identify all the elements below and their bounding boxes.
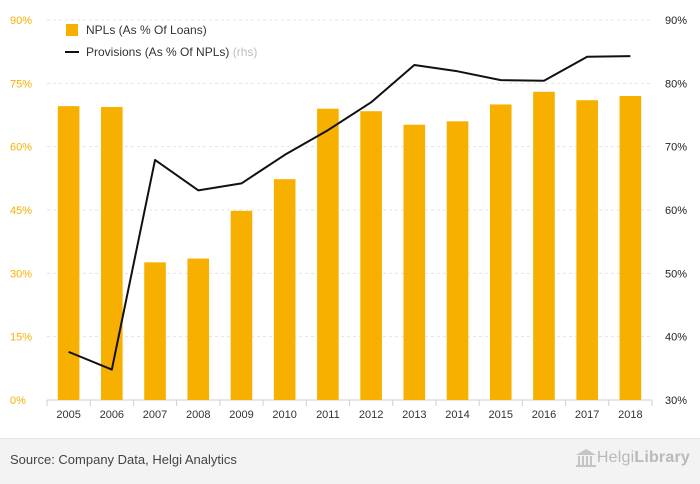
- x-tick-label: 2006: [100, 409, 124, 421]
- bar-npl: [317, 108, 339, 401]
- bar-npl: [144, 262, 166, 400]
- y-right-tick-label: 70%: [665, 142, 687, 154]
- y-right-tick-label: 50%: [665, 268, 687, 280]
- x-tick-label: 2007: [143, 409, 167, 421]
- x-tick-label: 2015: [489, 409, 513, 421]
- x-tick-label: 2009: [229, 409, 253, 421]
- y-right-tick-label: 90%: [665, 15, 687, 27]
- library-building-icon: [575, 449, 596, 467]
- x-tick-label: 2005: [56, 409, 80, 421]
- legend-label-provisions: Provisions (As % Of NPLs) (rhs): [86, 45, 257, 59]
- y-right-tick-label: 30%: [665, 395, 687, 407]
- y-left-tick-label: 75%: [10, 78, 32, 90]
- y-right-tick-label: 40%: [665, 332, 687, 344]
- x-tick-label: 2014: [445, 409, 469, 421]
- bar-npl: [489, 104, 512, 400]
- combo-chart: 0% 15% 30% 45% 60% 75% 90% 30% 40% 50% 60% 70% 80% 90…: [10, 15, 687, 421]
- bar-npl: [273, 179, 296, 400]
- y-left-tick-label: 15%: [10, 332, 32, 344]
- x-tick-label: 2016: [532, 409, 556, 421]
- line-provisions: [68, 55, 631, 371]
- bar-npl: [403, 124, 426, 400]
- bar-npl: [230, 210, 253, 400]
- x-tick-label: 2017: [575, 409, 599, 421]
- bar-npl: [533, 91, 555, 401]
- legend-rhs-tag: (rhs): [233, 45, 258, 59]
- y-left-tick-label: 45%: [10, 205, 32, 217]
- x-tick-label: 2012: [359, 409, 383, 421]
- source-text: Source: Company Data, Helgi Analytics: [10, 452, 237, 467]
- x-tick-label: 2010: [272, 409, 296, 421]
- x-tick-label: 2008: [186, 409, 210, 421]
- logo-text: HelgiLibrary: [596, 449, 690, 466]
- legend-label-npl: NPLs (As % Of Loans): [86, 23, 207, 37]
- y-left-tick-label: 90%: [10, 15, 32, 27]
- bar-npl: [360, 111, 382, 400]
- x-tick-label: 2018: [618, 409, 642, 421]
- y-left-tick-label: 30%: [10, 268, 32, 280]
- x-tick-label: 2011: [316, 409, 340, 421]
- y-left-tick-label: 60%: [10, 142, 32, 154]
- bar-npl: [619, 96, 642, 400]
- helgi-library-logo[interactable]: HelgiLibrary: [575, 448, 690, 468]
- bar-npl: [576, 100, 598, 400]
- y-left-tick-label: 0%: [10, 395, 26, 407]
- bar-npl: [101, 106, 123, 400]
- bar-npl: [446, 121, 469, 400]
- bar-npl: [57, 106, 80, 400]
- legend-swatch-npl: [66, 24, 78, 36]
- bar-npl: [187, 258, 210, 400]
- y-right-tick-label: 60%: [665, 205, 687, 217]
- y-right-tick-label: 80%: [665, 78, 687, 90]
- x-tick-label: 2013: [402, 409, 426, 421]
- footer: Source: Company Data, Helgi Analytics He…: [0, 438, 700, 484]
